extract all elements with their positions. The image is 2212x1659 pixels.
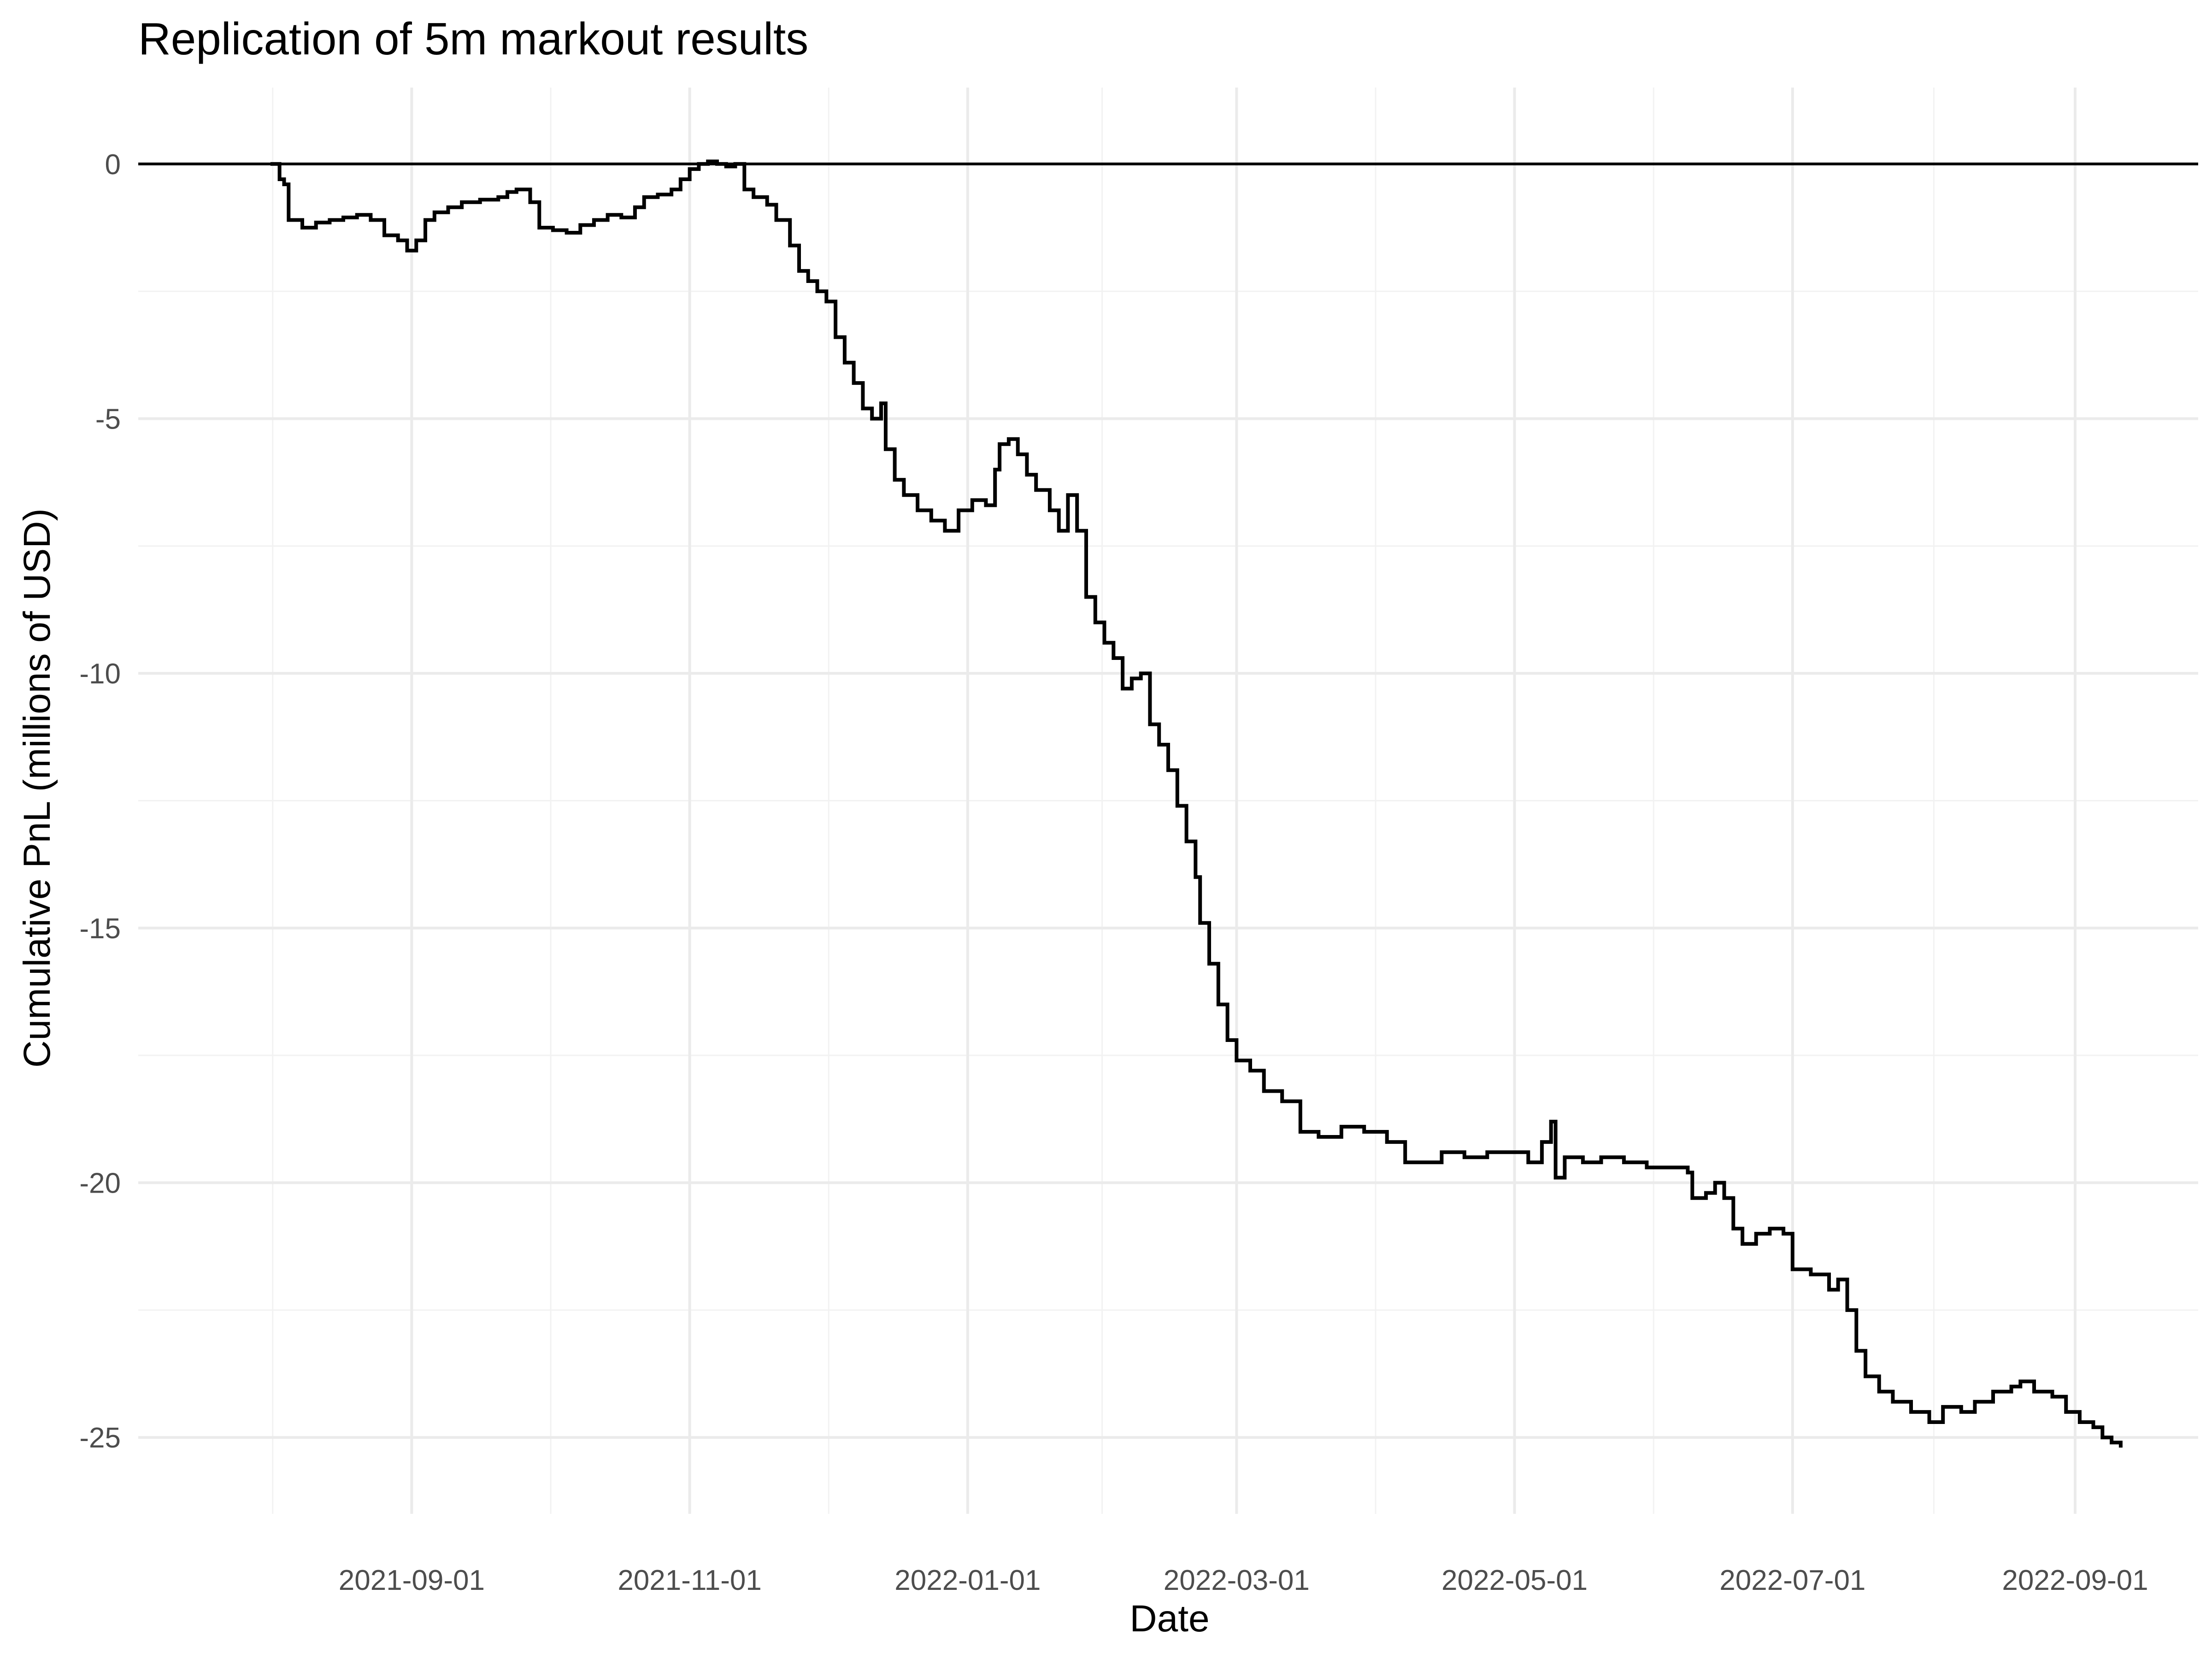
y-tick-label: -10 <box>79 658 121 690</box>
y-axis-title: Cumulative PnL (millions of USD) <box>16 508 58 1068</box>
x-tick-label: 2022-01-01 <box>894 1565 1041 1596</box>
x-axis-title: Date <box>1130 1598 1209 1640</box>
x-tick-label: 2022-09-01 <box>2002 1565 2148 1596</box>
y-axis-tick-labels: 0 -5 -10 -15 -20 -25 <box>79 149 121 1454</box>
minor-gridlines <box>138 88 2198 1514</box>
cumulative-pnl-line <box>270 159 2123 1448</box>
y-tick-label: -20 <box>79 1168 121 1200</box>
x-tick-label: 2021-11-01 <box>618 1565 762 1596</box>
x-tick-label: 2022-07-01 <box>1719 1565 1865 1596</box>
y-tick-label: -25 <box>79 1422 121 1454</box>
x-axis-tick-labels: 2021-09-01 2021-11-01 2022-01-01 2022-03-01… <box>339 1565 2148 1596</box>
chart-title: Replication of 5m markout results <box>138 13 808 64</box>
x-tick-label: 2022-05-01 <box>1441 1565 1588 1596</box>
y-tick-label: -5 <box>95 403 121 435</box>
y-tick-label: 0 <box>105 149 121 181</box>
x-tick-label: 2022-03-01 <box>1164 1565 1310 1596</box>
y-tick-label: -15 <box>79 913 121 945</box>
x-tick-label: 2021-09-01 <box>339 1565 485 1596</box>
